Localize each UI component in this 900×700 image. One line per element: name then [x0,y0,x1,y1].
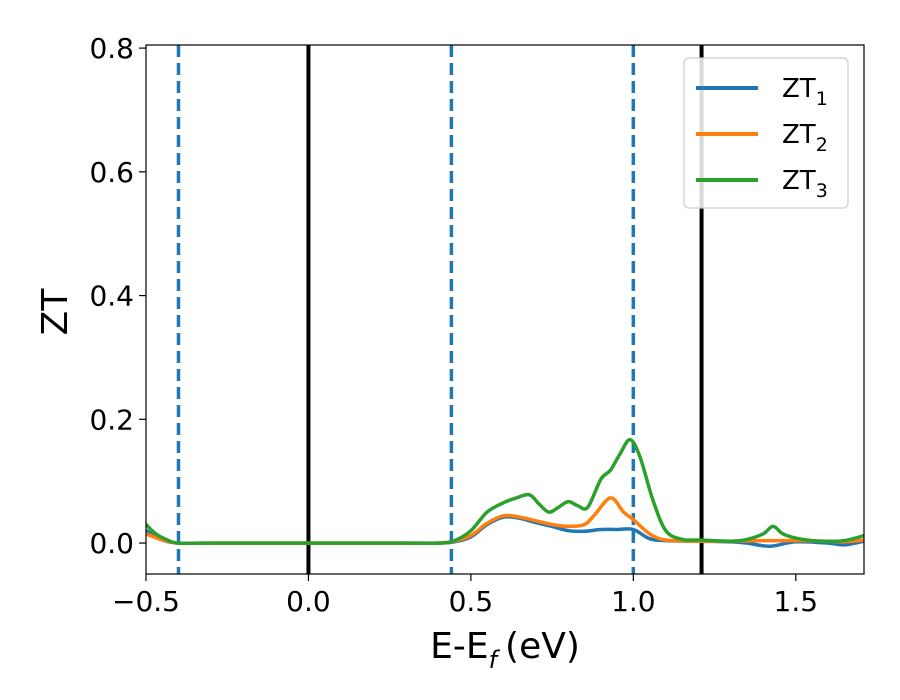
x-tick-label: 0.0 [286,585,331,618]
y-tick-label: 0.4 [89,280,134,313]
x-axis-label: E-Ef (eV) [430,626,580,674]
y-axis-label: ZT [35,288,76,336]
y-tick-label: 0.8 [89,32,134,65]
x-tick-label: 1.0 [611,585,656,618]
y-tick-label: 0.6 [89,156,134,189]
y-tick-label: 0.0 [89,527,134,560]
x-tick-label: 0.5 [449,585,494,618]
legend-box [683,57,849,209]
series-line-zt3 [146,437,864,546]
legend: ZT1 ZT2 ZT3 [683,57,849,209]
legend-label-zt2: ZT2 [782,120,828,156]
legend-label-zt3: ZT3 [782,166,828,202]
legend-label-zt1: ZT1 [782,74,828,110]
y-tick-label: 0.2 [89,403,134,436]
x-tick-label: 1.5 [774,585,819,618]
x-tick-label: −0.5 [112,585,180,618]
plot-frame [145,44,865,575]
